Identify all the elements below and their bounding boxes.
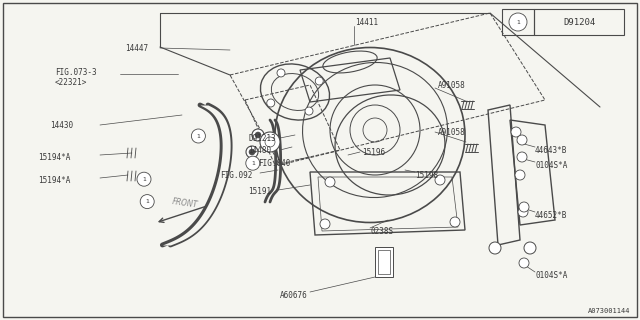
Text: 15194*A: 15194*A [38, 153, 70, 162]
Text: 1: 1 [142, 177, 146, 182]
Text: 14447: 14447 [125, 44, 148, 52]
Circle shape [265, 137, 275, 147]
Text: FRONT: FRONT [172, 197, 198, 210]
Text: 44652*B: 44652*B [535, 211, 568, 220]
Circle shape [246, 156, 260, 170]
Circle shape [255, 132, 261, 138]
Text: 1: 1 [145, 199, 149, 204]
Circle shape [450, 217, 460, 227]
Text: 0238S: 0238S [370, 228, 393, 236]
Circle shape [519, 202, 529, 212]
Circle shape [518, 207, 528, 217]
Text: 15198: 15198 [415, 171, 438, 180]
Circle shape [509, 13, 527, 31]
Circle shape [320, 219, 330, 229]
Circle shape [489, 242, 501, 254]
Circle shape [511, 127, 521, 137]
Circle shape [267, 99, 275, 107]
Circle shape [524, 242, 536, 254]
Text: 0104S*A: 0104S*A [535, 270, 568, 279]
Circle shape [435, 175, 445, 185]
Circle shape [519, 258, 529, 268]
Circle shape [277, 69, 285, 77]
Text: 15194*A: 15194*A [38, 175, 70, 185]
Circle shape [316, 77, 323, 85]
Text: 0104S*A: 0104S*A [535, 161, 568, 170]
Circle shape [249, 149, 255, 155]
Text: FIG.040: FIG.040 [258, 158, 291, 167]
Circle shape [140, 195, 154, 209]
Circle shape [325, 177, 335, 187]
Text: <22321>: <22321> [55, 77, 88, 86]
Circle shape [260, 132, 280, 152]
Text: 1: 1 [251, 161, 255, 166]
Circle shape [515, 170, 525, 180]
Text: FIG.073-3: FIG.073-3 [55, 68, 97, 76]
Text: 44643*B: 44643*B [535, 146, 568, 155]
Text: 1: 1 [196, 133, 200, 139]
Circle shape [305, 107, 313, 115]
Text: A073001144: A073001144 [588, 308, 630, 314]
Bar [378, 250, 390, 274]
Circle shape [137, 172, 151, 186]
Text: FIG.092: FIG.092 [220, 171, 252, 180]
Circle shape [246, 146, 258, 158]
Circle shape [191, 129, 205, 143]
Text: 1: 1 [516, 20, 520, 25]
Text: 14480: 14480 [248, 146, 271, 155]
Text: D91213: D91213 [248, 133, 276, 142]
Text: 14411: 14411 [355, 18, 378, 27]
Text: A91058: A91058 [438, 127, 466, 137]
Text: 14430: 14430 [50, 121, 73, 130]
Text: 15191: 15191 [248, 188, 271, 196]
Circle shape [517, 135, 527, 145]
Bar [502, 9, 534, 35]
Circle shape [252, 129, 264, 141]
Bar [375, 247, 393, 277]
Text: A60676: A60676 [280, 291, 308, 300]
Text: 15196: 15196 [362, 148, 385, 156]
Text: A91058: A91058 [438, 81, 466, 90]
Bar [534, 9, 624, 35]
Circle shape [517, 152, 527, 162]
Text: D91204: D91204 [563, 18, 595, 27]
